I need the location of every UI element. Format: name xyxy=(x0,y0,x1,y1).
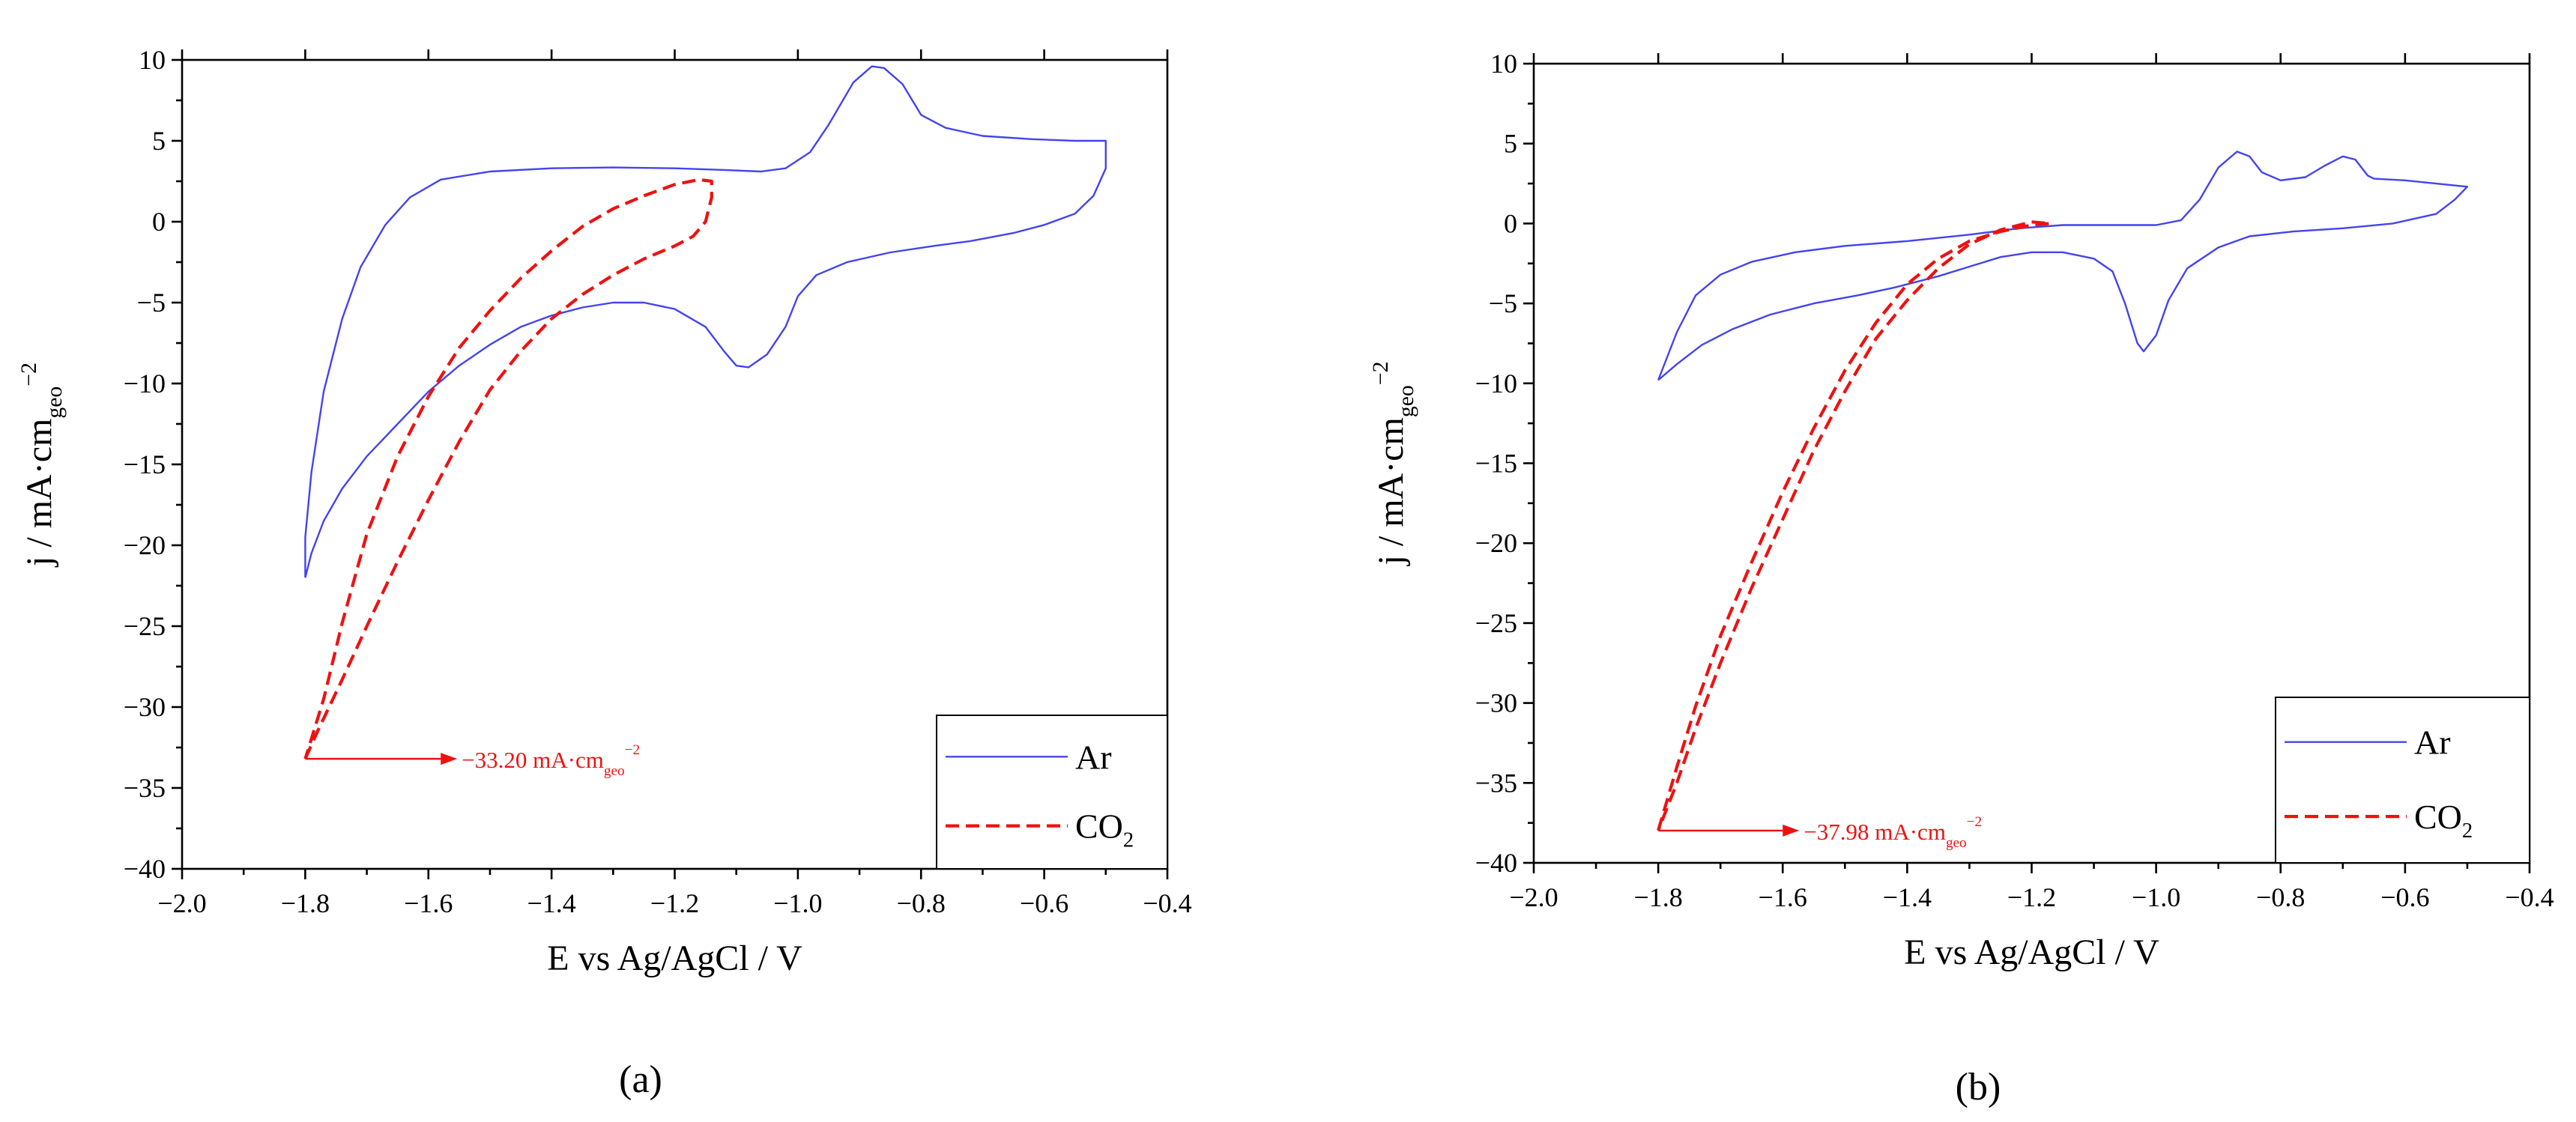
x-axis-label: E vs Ag/AgCl / V xyxy=(547,938,802,978)
y-axis-label-main: j / mA·cm xyxy=(19,419,59,568)
x-tick-label: −1.8 xyxy=(281,888,330,918)
y-tick-label: −35 xyxy=(124,773,166,803)
y-tick-label: −15 xyxy=(124,449,166,479)
y-axis-label-sub: geo xyxy=(1394,385,1418,417)
x-tick-label: −2.0 xyxy=(157,888,206,918)
legend-box xyxy=(2275,697,2530,864)
series-line-co2 xyxy=(1657,220,2052,831)
x-tick-label: −1.4 xyxy=(527,888,575,918)
legend-label-ar: Ar xyxy=(2414,724,2451,762)
x-axis-label: E vs Ag/AgCl / V xyxy=(1904,933,2159,972)
x-tick-label: −2.0 xyxy=(1509,882,1558,912)
legend-label-text: CO xyxy=(1075,807,1123,846)
y-axis-label-main: j / mA·cm xyxy=(1371,417,1411,566)
y-tick-label: −35 xyxy=(1475,768,1517,798)
annotation-text-main: −33.20 mA·cm xyxy=(462,747,604,773)
x-tick-label: −1.0 xyxy=(773,888,822,918)
x-tick-label: −1.2 xyxy=(2007,882,2056,912)
y-tick-label: −5 xyxy=(137,288,166,318)
legend-label-ar: Ar xyxy=(1075,738,1112,776)
series-line-co2 xyxy=(303,178,713,759)
annotation-text-sub: geo xyxy=(1946,835,1967,851)
y-axis-label-sup: −2 xyxy=(16,363,41,386)
y-tick-label: 10 xyxy=(1490,49,1517,79)
legend-label-sub: 2 xyxy=(2462,819,2473,843)
y-tick-label: −30 xyxy=(124,692,166,722)
y-tick-label: −30 xyxy=(1475,688,1517,718)
annotation-text-main: −37.98 mA·cm xyxy=(1803,819,1946,845)
y-tick-label: −40 xyxy=(124,854,166,884)
x-tick-label: −0.8 xyxy=(897,888,946,918)
legend-label-co2: CO2 xyxy=(1075,807,1134,852)
annotation-text-sup: −2 xyxy=(625,742,640,758)
y-tick-label: −15 xyxy=(1475,449,1517,479)
annotation-text-sub: geo xyxy=(604,763,625,779)
legend-label-co2: CO2 xyxy=(2414,798,2473,843)
y-axis-label: j / mA·cmgeo−2 xyxy=(1368,362,1418,567)
chart-panel-b: −2.0 −1.8 −1.6 −1.4 −1.2 −1.0 −0.8 −0.6 −0.4 10 5 0… xyxy=(1368,49,2554,1109)
y-tick-label: 0 xyxy=(152,207,166,237)
legend-label-text: Ar xyxy=(2414,724,2451,762)
y-tick-label: −40 xyxy=(1475,848,1517,878)
series-line-ar xyxy=(304,65,1107,578)
x-tick-label: −1.8 xyxy=(1633,882,1682,912)
annotation-text: −33.20 mA·cmgeo−2 xyxy=(462,742,640,779)
y-tick-label: 5 xyxy=(1504,129,1517,159)
y-axis-label-sub: geo xyxy=(42,386,67,419)
x-tick-label: −0.4 xyxy=(1143,888,1191,918)
y-tick-label: −20 xyxy=(124,530,166,560)
y-tick-label: −10 xyxy=(124,369,166,398)
annotation-text: −37.98 mA·cmgeo−2 xyxy=(1803,814,1982,851)
y-tick-label: 5 xyxy=(152,126,166,156)
x-tick-label: −1.2 xyxy=(650,888,699,918)
y-tick-label: −10 xyxy=(1475,369,1517,398)
y-tick-label: −5 xyxy=(1489,288,1517,318)
panel-caption: (b) xyxy=(1956,1066,2001,1109)
annotation-arrowhead xyxy=(1783,824,1800,837)
y-tick-label: −25 xyxy=(124,611,166,641)
legend-label-sub: 2 xyxy=(1123,829,1134,852)
annotation-text-sup: −2 xyxy=(1967,814,1982,830)
y-axis-label-sup: −2 xyxy=(1368,362,1393,386)
x-tick-label: −1.6 xyxy=(1759,882,1807,912)
x-tick-label: −0.6 xyxy=(2380,882,2429,912)
y-tick-label: −20 xyxy=(1475,528,1517,558)
annotation-arrowhead xyxy=(441,753,458,765)
y-tick-label: −25 xyxy=(1475,608,1517,638)
legend-box xyxy=(936,715,1168,870)
legend-label-text: Ar xyxy=(1075,738,1112,776)
x-tick-label: −1.0 xyxy=(2132,882,2180,912)
y-tick-label: 0 xyxy=(1504,208,1517,238)
x-tick-label: −0.6 xyxy=(1020,888,1068,918)
y-tick-label: 10 xyxy=(139,45,166,75)
chart-panel-a: −2.0 −1.8 −1.6 −1.4 −1.2 −1.0 −0.8 −0.6 −0.4 10 5 0… xyxy=(16,45,1192,1101)
series-line-ar xyxy=(1657,151,2469,381)
x-tick-label: −0.8 xyxy=(2256,882,2305,912)
x-tick-label: −0.4 xyxy=(2505,882,2554,912)
y-axis-label: j / mA·cmgeo−2 xyxy=(16,363,67,568)
x-tick-label: −1.6 xyxy=(404,888,453,918)
panel-caption: (a) xyxy=(619,1058,662,1101)
legend-label-text: CO xyxy=(2414,798,2462,836)
x-tick-label: −1.4 xyxy=(1883,882,1932,912)
